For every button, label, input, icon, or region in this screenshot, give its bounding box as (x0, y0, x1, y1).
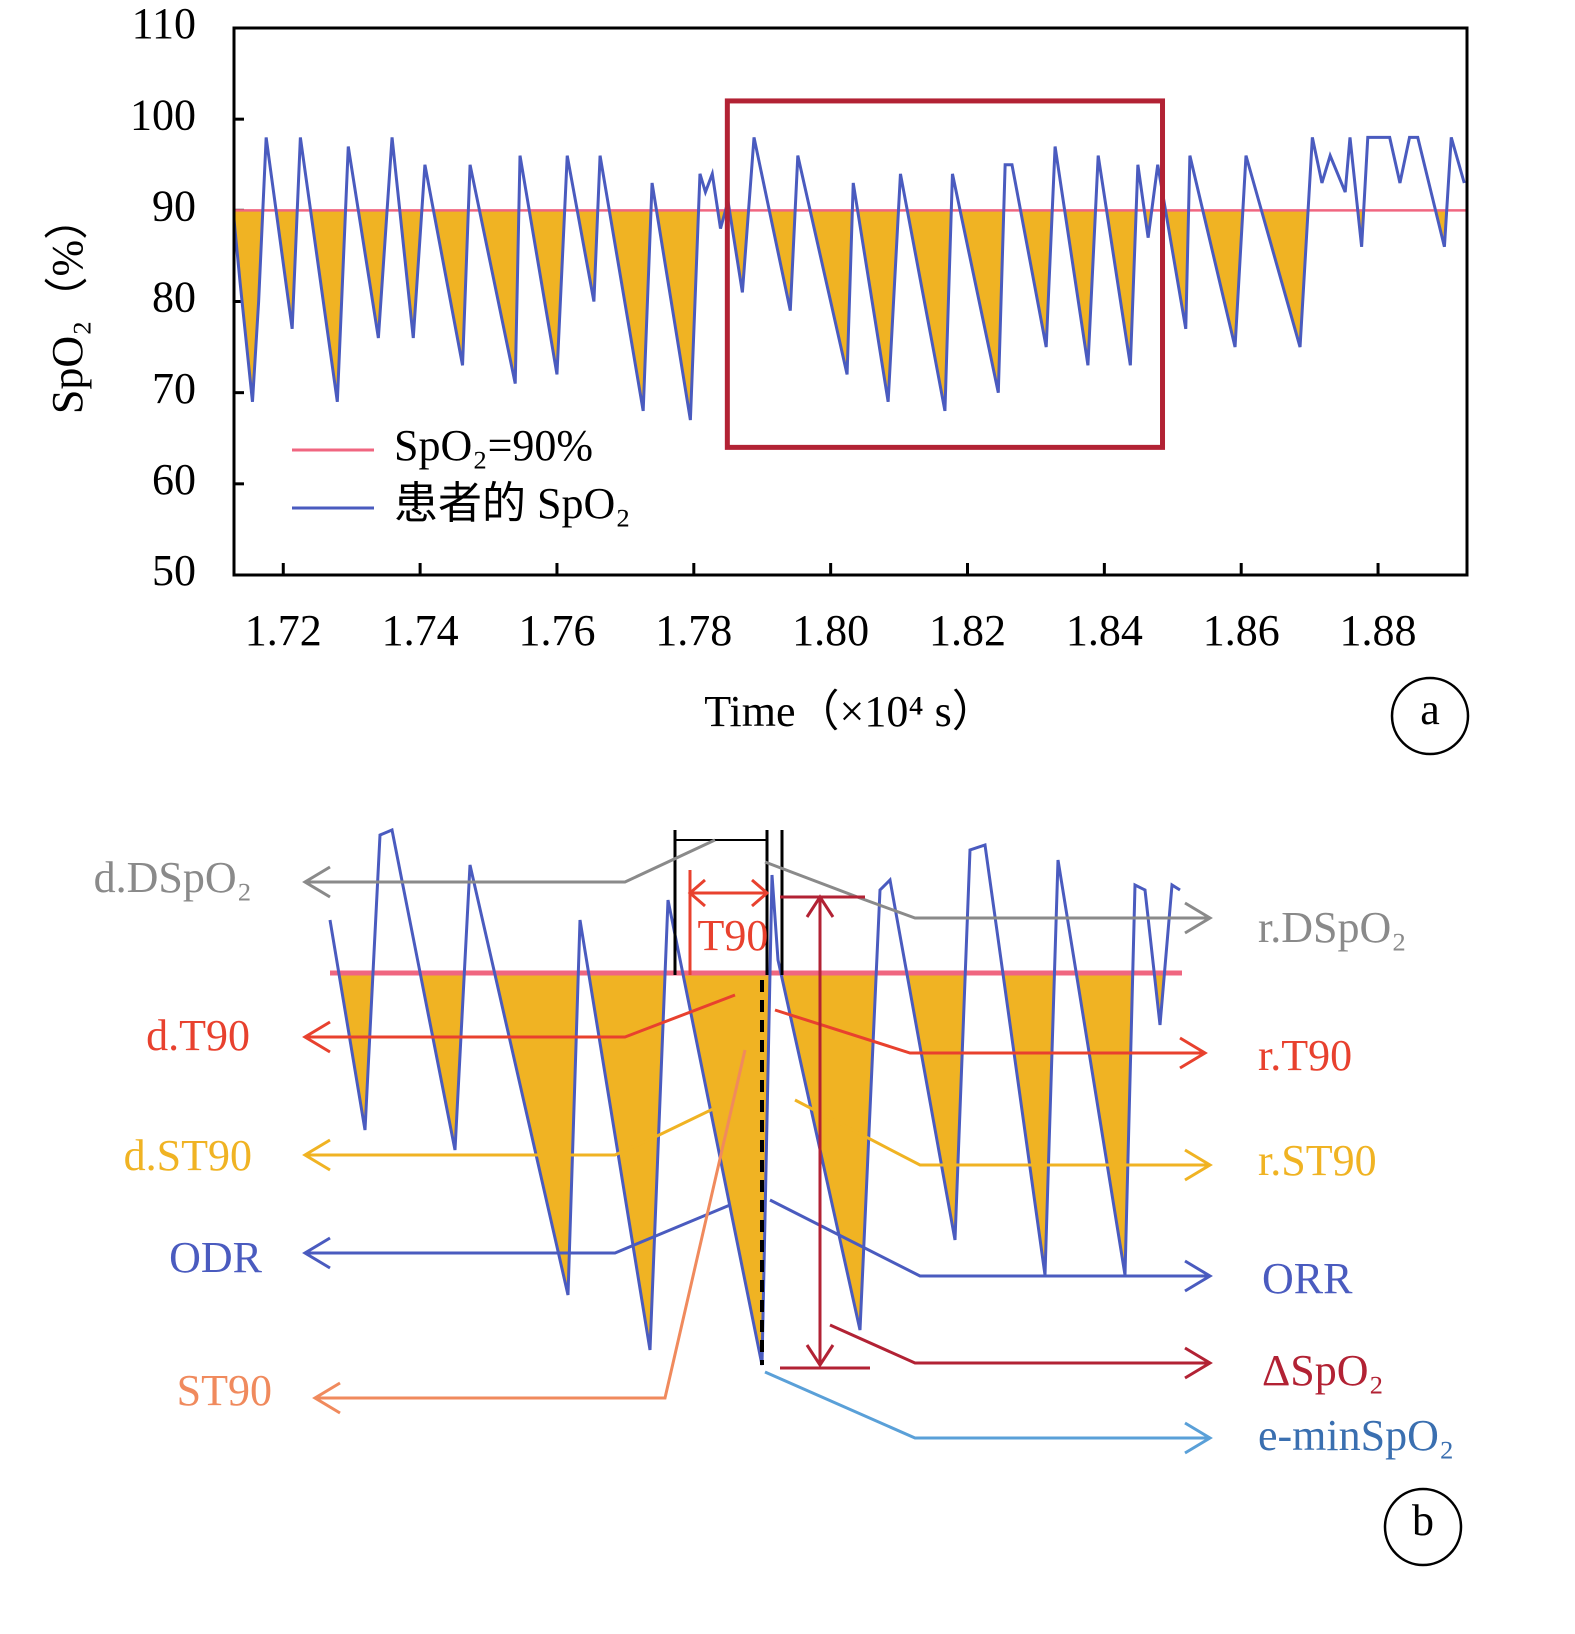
t90-label: T90 (698, 911, 769, 960)
below-threshold-fill (330, 973, 1180, 1365)
arrowhead (1184, 1421, 1213, 1455)
label: r.ST90 (1258, 1136, 1377, 1185)
below-threshold-fill (234, 210, 1447, 421)
spo2-waveform (328, 827, 1181, 1366)
arrow (305, 1106, 716, 1157)
legend-label: SpO₂=90% (394, 421, 593, 470)
arrow (315, 1049, 747, 1400)
y-tick-label: 110 (132, 0, 196, 48)
arrowhead (302, 865, 331, 899)
x-tick-label: 1.86 (1203, 606, 1280, 655)
arrowhead (751, 878, 770, 908)
arrow (829, 1323, 1210, 1365)
x-tick-label: 1.84 (1066, 606, 1143, 655)
x-tick-label: 1.74 (382, 606, 459, 655)
arrowhead (1184, 901, 1213, 935)
panel-label: a (1420, 685, 1440, 734)
legend-label: 患者的 SpO₂ (394, 479, 631, 528)
x-tick-label: 1.80 (792, 606, 869, 655)
arrowhead (1184, 1148, 1213, 1182)
arrowhead (1184, 1346, 1213, 1380)
x-tick-label: 1.82 (929, 606, 1006, 655)
panel-circle (1390, 676, 1470, 756)
arrowhead (302, 1236, 331, 1270)
highlight-box (724, 98, 1166, 450)
arrow (305, 993, 736, 1039)
plot-frame (232, 26, 1469, 577)
label: e-minSpO₂ (1258, 1411, 1454, 1460)
data-line (232, 135, 1466, 421)
x-tick-label: 1.72 (245, 606, 322, 655)
arrowhead (302, 1138, 331, 1172)
label: ODR (169, 1233, 263, 1282)
arrowhead (805, 1344, 835, 1368)
arrow (764, 1370, 1210, 1440)
label: ST90 (177, 1366, 272, 1415)
arrow (794, 1098, 1210, 1167)
label: d.T90 (146, 1011, 250, 1060)
arrow (764, 860, 1210, 920)
panel-b: T90 d.DSpO₂ d.T90 d.ST90 ODR S (94, 827, 1463, 1567)
x-tick-label: 1.88 (1340, 606, 1417, 655)
label: r.T90 (1258, 1031, 1352, 1080)
y-tick-label: 100 (130, 90, 196, 139)
arrowhead (1179, 1036, 1208, 1070)
arrow (305, 838, 716, 884)
arrow (305, 1203, 731, 1255)
panel-a: SpO₂（%） Time（×10⁴ s） a 50 60 70 80 90 100 110 1… (43, 0, 1470, 756)
x-axis-label: Time（×10⁴ s） (704, 687, 996, 736)
label: ORR (1262, 1254, 1353, 1303)
panel-label: b (1412, 1496, 1434, 1545)
label: ΔSpO₂ (1262, 1346, 1384, 1395)
arrowhead (302, 1020, 331, 1054)
label: r.DSpO₂ (1258, 903, 1407, 952)
y-tick-label: 80 (152, 273, 196, 322)
y-tick-label: 70 (152, 364, 196, 413)
label: d.ST90 (124, 1131, 252, 1180)
y-tick-label: 90 (152, 181, 196, 230)
y-tick-label: 50 (152, 546, 196, 595)
y-axis-label: SpO₂（%） (43, 196, 92, 414)
label: d.DSpO₂ (94, 853, 252, 902)
arrowhead (312, 1381, 341, 1415)
y-tick-label: 60 (152, 455, 196, 504)
panel-circle (1383, 1487, 1463, 1567)
x-tick-label: 1.76 (518, 606, 595, 655)
arrowhead (1184, 1259, 1213, 1293)
x-tick-label: 1.78 (655, 606, 732, 655)
